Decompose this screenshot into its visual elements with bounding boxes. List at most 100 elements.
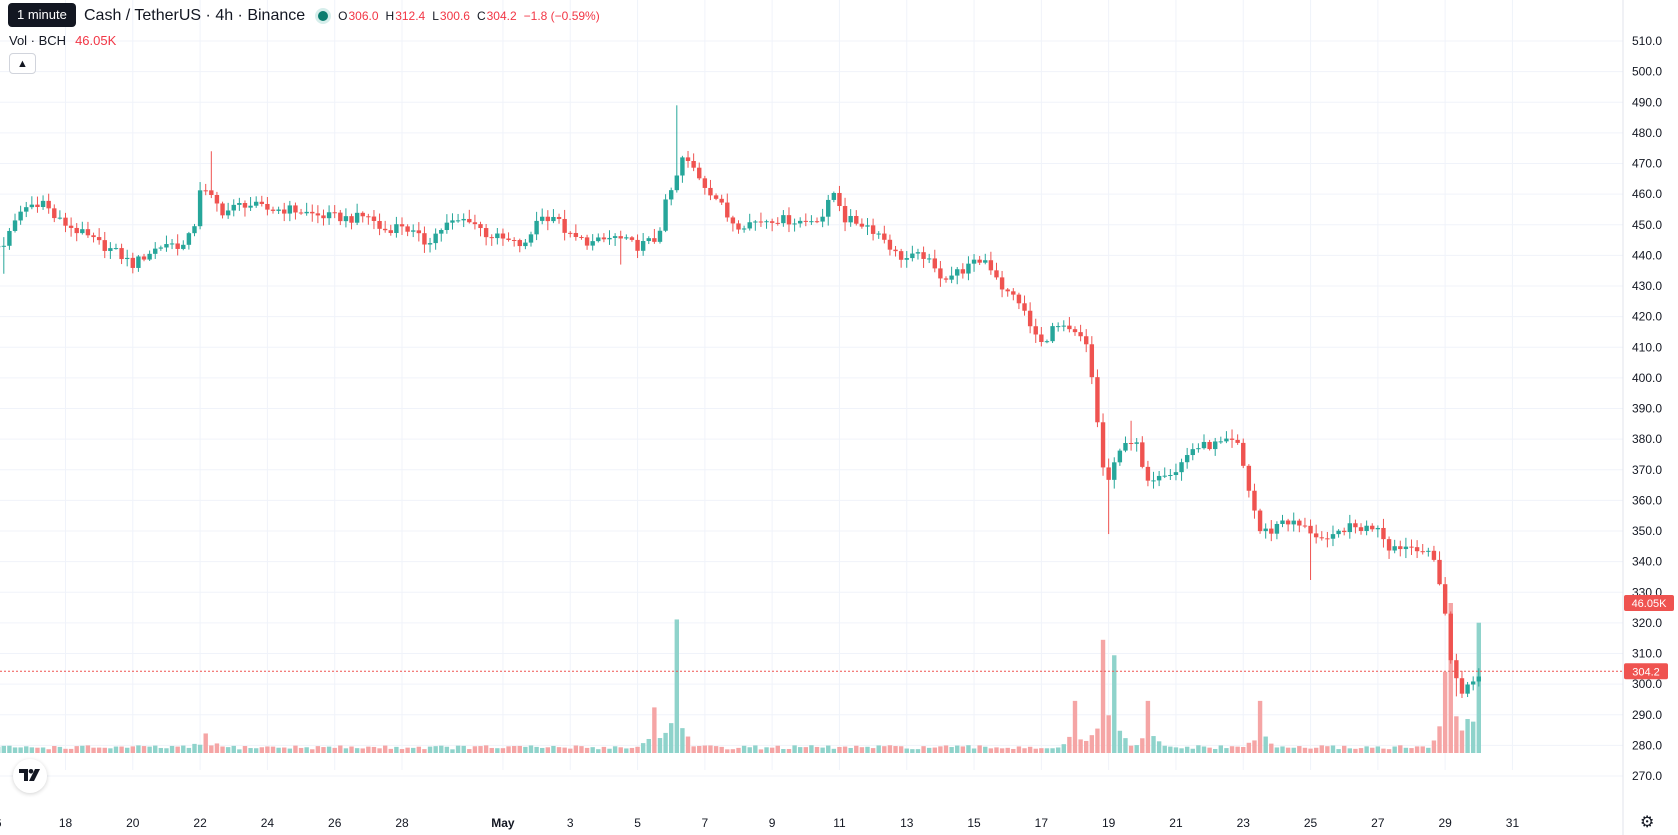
volume-bar: [450, 749, 455, 753]
volume-bar: [1241, 746, 1246, 753]
volume-bar: [478, 746, 483, 753]
candle-body: [478, 224, 483, 229]
candle-body: [1213, 441, 1218, 450]
volume-bar: [534, 746, 539, 753]
volume-bar: [910, 749, 915, 753]
volume-bar: [1336, 749, 1341, 753]
candle-body: [640, 241, 646, 251]
volume-bar: [1252, 740, 1257, 753]
volume-bar: [590, 747, 595, 753]
volume-bar: [517, 745, 522, 753]
volume-bar: [870, 748, 876, 753]
candle-body: [1358, 527, 1364, 532]
volume-bar: [253, 748, 259, 753]
candle-body: [1353, 523, 1358, 528]
volume-bar: [242, 746, 248, 753]
candle-body: [203, 190, 208, 192]
x-tick-label: 22: [193, 816, 207, 830]
candle-body: [220, 203, 225, 216]
volume-bar: [831, 748, 837, 753]
volume-bar: [568, 748, 573, 753]
volume-bar: [1442, 671, 1448, 753]
candle-body: [315, 213, 321, 216]
candle-body: [225, 210, 231, 216]
volume-bar: [573, 745, 579, 753]
volume-bar: [63, 748, 68, 753]
candle-body: [584, 237, 590, 246]
volume-bar: [7, 745, 12, 753]
volume-bar: [1022, 748, 1027, 753]
volume-bar: [214, 743, 220, 753]
candle-body: [837, 192, 842, 207]
market-status-icon[interactable]: [315, 8, 332, 24]
candle-body: [517, 240, 522, 247]
volume-bar: [119, 746, 124, 753]
volume-bar: [68, 748, 74, 753]
candle-body: [1044, 341, 1050, 343]
candle-body: [753, 221, 758, 223]
candle-body: [1128, 443, 1134, 445]
candle-body: [1072, 329, 1078, 333]
candle-body: [775, 222, 780, 224]
candle-body: [551, 216, 556, 222]
volume-bar: [130, 746, 135, 753]
candle-body: [74, 227, 79, 234]
collapse-legend-button[interactable]: ▲: [9, 53, 36, 74]
candle-body: [1398, 546, 1403, 550]
candle-body: [416, 230, 422, 234]
x-tick-label: 29: [1438, 816, 1452, 830]
volume-bar: [764, 747, 769, 753]
candle-body: [253, 201, 259, 206]
candle-body: [1470, 681, 1476, 685]
volume-bar: [1151, 736, 1156, 753]
candle-body: [882, 233, 887, 240]
price-axis[interactable]: 270.0280.0290.0300.0310.0320.0330.0340.0…: [1632, 34, 1662, 783]
volume-bar: [416, 746, 422, 753]
candle-body: [898, 251, 904, 260]
volume-bar: [136, 745, 141, 753]
volume-bar: [837, 746, 842, 753]
volume-bar: [988, 748, 994, 753]
volume-bar: [282, 747, 287, 753]
interval-tooltip: 1 minute: [8, 3, 76, 27]
volume-bar: [1095, 728, 1100, 753]
candle-body: [265, 203, 270, 210]
symbol-title[interactable]: Cash / TetherUS · 4h · Binance: [84, 7, 306, 24]
volume-bar: [1067, 736, 1072, 753]
candle-body: [803, 220, 808, 222]
candle-body: [1055, 326, 1061, 328]
volume-bar: [57, 746, 63, 753]
volume-bar: [1196, 745, 1201, 753]
volume-bar: [562, 747, 567, 753]
candle-body: [366, 216, 371, 218]
y-tick-label: 270.0: [1632, 769, 1662, 783]
chevron-up-icon: ▲: [17, 57, 28, 70]
volume-bar: [921, 746, 926, 753]
candle-body: [573, 232, 579, 237]
volume-bar: [1246, 742, 1252, 753]
candle-body: [736, 223, 741, 230]
candle-body: [764, 221, 769, 223]
tradingview-logo-icon[interactable]: [13, 759, 47, 793]
time-axis[interactable]: 6 18 20 22 24 26 28 May 3 5 7 9 11 13 15 17 19 21 23 25 27 29…: [0, 816, 1519, 830]
volume-legend[interactable]: Vol · BCH 46.05K: [9, 31, 116, 49]
volume-bar: [1173, 747, 1179, 753]
volume-bar: [293, 745, 298, 753]
volume-bar: [197, 744, 203, 753]
volume-bar: [1005, 747, 1010, 753]
candle-body: [12, 220, 18, 231]
candle-body: [865, 225, 870, 227]
y-tick-label: 510.0: [1632, 34, 1662, 48]
volume-bar: [220, 746, 225, 753]
volume-bar: [192, 743, 197, 753]
volume-bar: [24, 746, 29, 753]
volume-bar: [108, 748, 113, 753]
candle-body: [562, 218, 567, 233]
gear-icon[interactable]: ⚙: [1640, 814, 1655, 831]
volume-bar: [388, 748, 393, 753]
candle-body: [1078, 332, 1083, 337]
candle-body: [35, 204, 40, 207]
candle-body: [1392, 546, 1397, 551]
